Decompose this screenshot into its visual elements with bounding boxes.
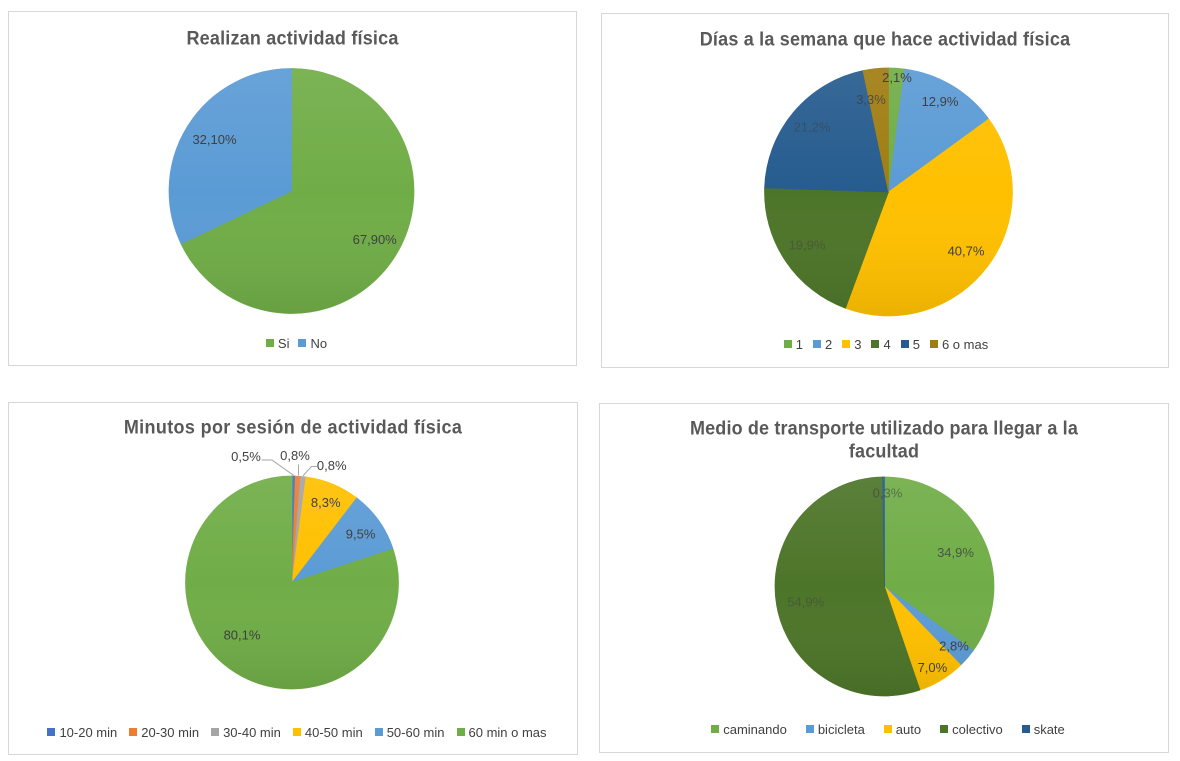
svg-text:67,90%: 67,90% — [353, 232, 398, 247]
svg-text:34,9%: 34,9% — [937, 545, 974, 560]
svg-text:2,1%: 2,1% — [882, 70, 912, 85]
svg-text:7,0%: 7,0% — [918, 660, 948, 675]
svg-text:54,9%: 54,9% — [787, 595, 824, 610]
svg-text:9,5%: 9,5% — [346, 527, 376, 542]
svg-text:21,2%: 21,2% — [794, 120, 831, 135]
svg-text:80,1%: 80,1% — [224, 628, 261, 643]
svg-text:0,8%: 0,8% — [317, 458, 347, 473]
svg-text:0,3%: 0,3% — [873, 486, 903, 501]
svg-text:40,7%: 40,7% — [948, 244, 985, 259]
svg-text:19,9%: 19,9% — [789, 238, 826, 253]
svg-text:0,5%: 0,5% — [231, 449, 261, 464]
svg-text:32,10%: 32,10% — [192, 132, 237, 147]
svg-text:2,8%: 2,8% — [939, 639, 969, 654]
svg-text:0,8%: 0,8% — [280, 448, 310, 463]
svg-text:8,3%: 8,3% — [311, 495, 341, 510]
svg-text:12,9%: 12,9% — [922, 94, 959, 109]
svg-text:3,3%: 3,3% — [856, 92, 886, 107]
